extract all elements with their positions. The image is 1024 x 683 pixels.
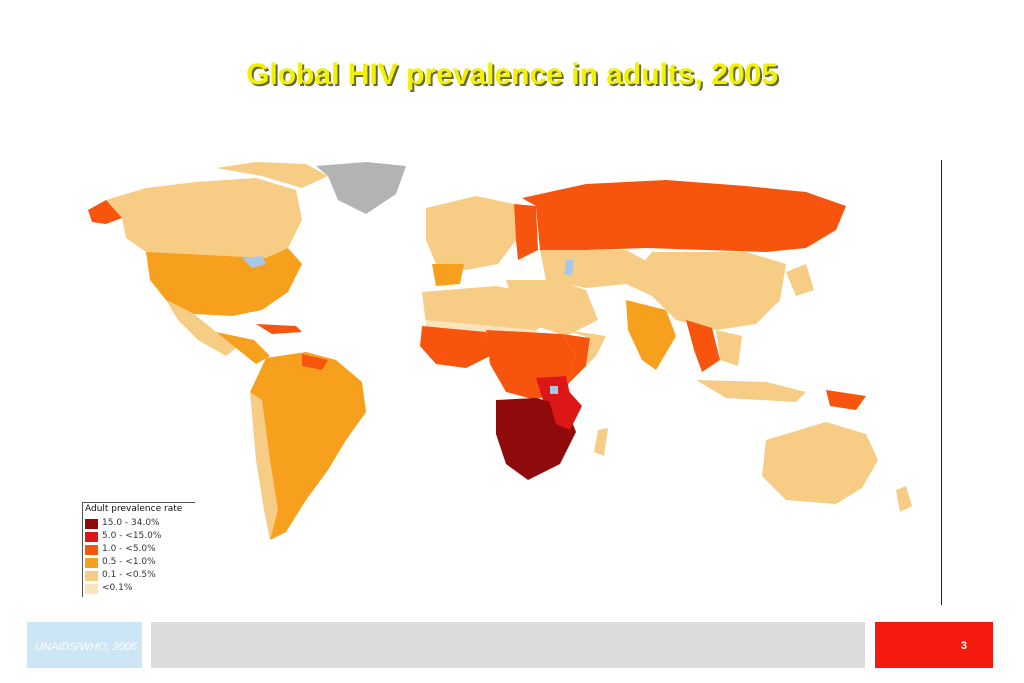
- region-korea-japan: [786, 264, 814, 296]
- legend-swatch: [85, 571, 98, 581]
- legend-label: 5.0 - <15.0%: [102, 531, 162, 541]
- region-east-africa: [562, 334, 590, 386]
- lake-caspian: [564, 260, 574, 276]
- region-canada-arctic: [216, 162, 328, 188]
- legend-item: 1.0 - <5.0%: [85, 544, 193, 555]
- slide-title: Global HIV prevalence in adults, 2005: [246, 58, 778, 91]
- world-map-svg: [88, 162, 912, 540]
- legend-swatch: [85, 545, 98, 555]
- region-horn-of-africa: [566, 330, 606, 366]
- legend-label: <0.1%: [102, 583, 133, 593]
- map-border-line: [941, 160, 942, 605]
- region-mozambique-zambia: [546, 388, 582, 430]
- region-mongolia-china: [626, 252, 786, 330]
- region-indonesia: [696, 380, 806, 402]
- legend-item: 0.5 - <1.0%: [85, 557, 193, 568]
- region-central-asia: [540, 250, 652, 288]
- legend-item: 0.1 - <0.5%: [85, 570, 193, 581]
- region-madagascar: [594, 428, 608, 456]
- page-number: 3: [960, 640, 967, 652]
- region-caribbean: [256, 324, 302, 334]
- region-western-europe: [426, 196, 516, 270]
- region-indochina: [716, 330, 742, 366]
- region-papua: [826, 390, 866, 410]
- region-canada: [106, 178, 302, 258]
- region-andes: [250, 392, 278, 540]
- legend-swatch: [85, 558, 98, 568]
- region-myanmar-thailand: [686, 320, 720, 372]
- legend-title: Adult prevalence rate: [85, 504, 183, 514]
- region-south-america: [250, 352, 366, 540]
- legend-swatch: [85, 584, 98, 594]
- region-north-africa: [422, 286, 554, 330]
- page-number-box: 3: [875, 622, 993, 668]
- region-usa: [146, 248, 302, 316]
- legend-label: 1.0 - <5.0%: [102, 544, 156, 554]
- legend-item: 15.0 - 34.0%: [85, 518, 193, 529]
- region-new-zealand: [896, 486, 912, 512]
- region-west-africa: [420, 326, 490, 368]
- region-russia: [522, 180, 846, 252]
- legend-label: 0.5 - <1.0%: [102, 557, 156, 567]
- region-mexico: [166, 300, 236, 356]
- map-legend: Adult prevalence rate 15.0 - 34.0% 5.0 -…: [82, 502, 195, 597]
- legend-item: 5.0 - <15.0%: [85, 531, 193, 542]
- source-box: UNAIDS/WHO, 2006: [27, 622, 142, 668]
- legend-label: 15.0 - 34.0%: [102, 518, 160, 528]
- lake-great-lakes: [242, 256, 266, 268]
- lake-victoria: [550, 386, 558, 394]
- world-map: [66, 160, 946, 600]
- region-greenland: [316, 162, 406, 214]
- footer-bar: [151, 622, 865, 668]
- region-eastern-europe: [514, 204, 538, 260]
- legend-label: 0.1 - <0.5%: [102, 570, 156, 580]
- legend-swatch: [85, 519, 98, 529]
- region-iberia: [432, 264, 464, 286]
- legend-item: <0.1%: [85, 583, 193, 594]
- source-text: UNAIDS/WHO, 2006: [35, 641, 138, 653]
- region-guianas: [302, 354, 328, 370]
- region-australia: [762, 422, 878, 504]
- region-india: [626, 300, 676, 370]
- region-central-america: [216, 332, 270, 364]
- legend-swatch: [85, 532, 98, 542]
